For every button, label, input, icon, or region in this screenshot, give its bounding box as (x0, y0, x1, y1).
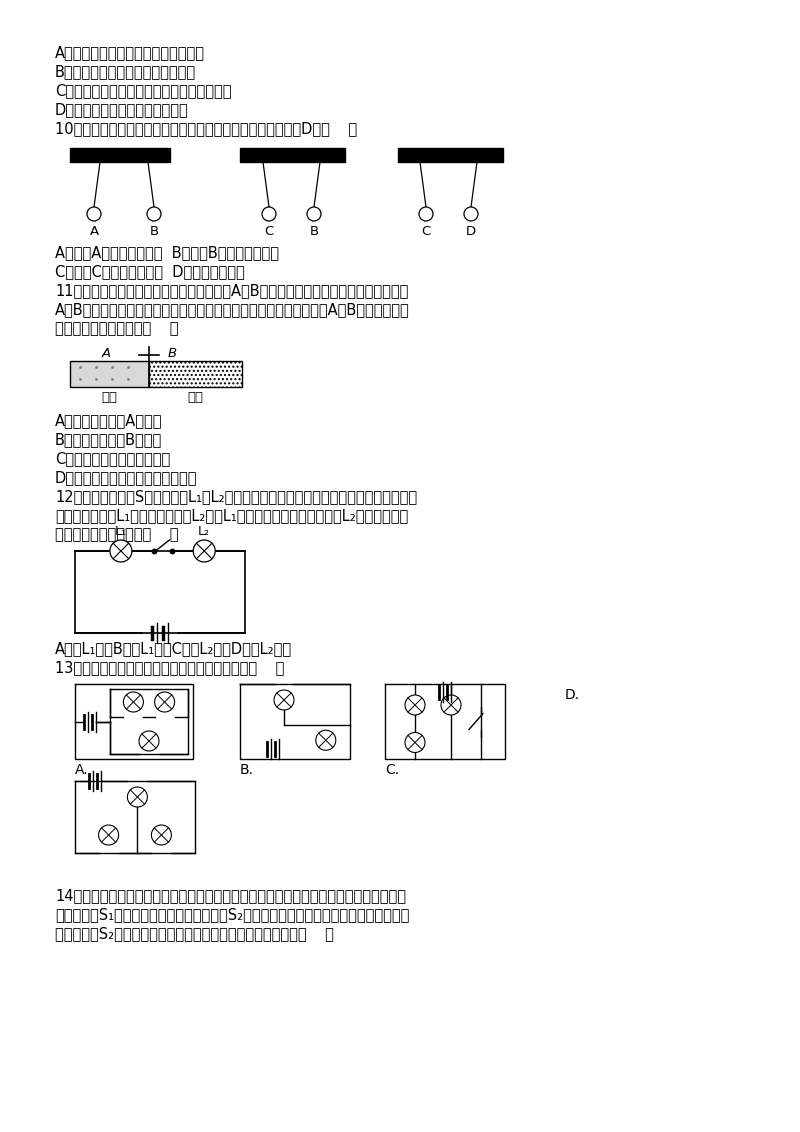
Bar (240, 148, 345, 162)
Bar (149, 361, 242, 387)
Text: 14．为保证司乘人员的安全，轿车上设有安全带未系提示系统．当乘客坐在座椅上时，座: 14．为保证司乘人员的安全，轿车上设有安全带未系提示系统．当乘客坐在座椅上时，座 (55, 887, 406, 903)
Text: B: B (310, 225, 318, 238)
Circle shape (110, 540, 132, 561)
Circle shape (194, 540, 215, 561)
Text: A．水的温度越高，水分子运动越剧烈: A．水的温度越高，水分子运动越剧烈 (55, 45, 205, 60)
Bar (70, 148, 170, 162)
Text: 热水: 热水 (187, 391, 203, 404)
Bar (70, 361, 149, 387)
Text: 12．如图，当开关S闭合时，灯L₁、L₂均不亮，某同学用一根导线去检查电路的故障；先: 12．如图，当开关S闭合时，灯L₁、L₂均不亮，某同学用一根导线去检查电路的故障… (55, 489, 417, 504)
Text: C．铝的比热容比水小，铝的吸热能力比水强: C．铝的比热容比水小，铝的吸热能力比水强 (55, 83, 231, 98)
Circle shape (441, 695, 461, 715)
Text: A.: A. (75, 763, 89, 777)
Text: 13．如图所示的四个电路中，属于并联电路的是（    ）: 13．如图所示的四个电路中，属于并联电路的是（ ） (55, 660, 284, 675)
Circle shape (154, 692, 174, 712)
Text: 11．某密闭隔热容器通过中间的阀门被分为A、B两个部分，现将该容器水平放置，并在: 11．某密闭隔热容器通过中间的阀门被分为A、B两个部分，现将该容器水平放置，并在 (55, 283, 408, 298)
Text: L₂: L₂ (198, 525, 210, 538)
Text: L₁: L₁ (115, 525, 127, 538)
Circle shape (98, 825, 118, 844)
Circle shape (123, 692, 143, 712)
Circle shape (139, 731, 159, 751)
Text: C．如图保持原有的水平状态: C．如图保持原有的水平状态 (55, 451, 170, 466)
Bar (398, 148, 503, 162)
Text: 冷水: 冷水 (102, 391, 118, 404)
Circle shape (147, 207, 161, 221)
Circle shape (262, 207, 276, 221)
Circle shape (274, 691, 294, 710)
Text: B．是通过做功的方式改变水的内能: B．是通过做功的方式改变水的内能 (55, 65, 196, 79)
Circle shape (151, 825, 171, 844)
Circle shape (419, 207, 433, 221)
Text: C: C (422, 225, 430, 238)
Circle shape (87, 207, 101, 221)
Text: A: A (102, 348, 111, 360)
Text: A．竖直放置，且A在上方: A．竖直放置，且A在上方 (55, 413, 162, 428)
Text: D.: D. (565, 688, 580, 702)
Text: B: B (168, 348, 177, 360)
Circle shape (127, 787, 147, 807)
Text: D．上述三种情况下，所需时间相同: D．上述三种情况下，所需时间相同 (55, 470, 198, 484)
Text: B.: B. (240, 763, 254, 777)
Text: A、B中分别装满冷水和热水，如图所示，当打开中间的阀门后，要使A、B两容器中的水: A、B中分别装满冷水和热水，如图所示，当打开中间的阀门后，要使A、B两容器中的水 (55, 302, 410, 317)
Text: 将导线并接在灯L₁的两端时发现灯L₂亮，L₁不亮；然后将导线并接在灯L₂的两端时发现: 将导线并接在灯L₁的两端时发现灯L₂亮，L₁不亮；然后将导线并接在灯L₂的两端时… (55, 508, 408, 523)
Text: C: C (264, 225, 274, 238)
Text: C．带与C球不同种的电荷  D．一定带正电荷: C．带与C球不同种的电荷 D．一定带正电荷 (55, 264, 245, 278)
Circle shape (405, 695, 425, 715)
Circle shape (316, 730, 336, 751)
Text: A．灯L₁短路B．灯L₁断路C．灯L₂短路D．灯L₂断路: A．灯L₁短路B．灯L₁断路C．灯L₂短路D．灯L₂断路 (55, 641, 292, 657)
Text: B: B (150, 225, 158, 238)
Text: 带，则开关S₂闭合，指示灯熄灭．下列设计最合理的电路图是（    ）: 带，则开关S₂闭合，指示灯熄灭．下列设计最合理的电路图是（ ） (55, 926, 334, 941)
Circle shape (307, 207, 321, 221)
Circle shape (464, 207, 478, 221)
Text: 椅下的开关S₁闭合，若未系安全带，则开关S₂断开，仪表盘上的指示灯亮起；若系上安全: 椅下的开关S₁闭合，若未系安全带，则开关S₂断开，仪表盘上的指示灯亮起；若系上安… (55, 907, 410, 921)
Text: C.: C. (385, 763, 399, 777)
Text: D: D (466, 225, 476, 238)
Text: 10．四个悬挂着的带电通草球，相互作用情况如图所示，那么D球（    ）: 10．四个悬挂着的带电通草球，相互作用情况如图所示，那么D球（ ） (55, 121, 357, 136)
Text: A．带与A球不同种的电荷  B．带与B球不同种的电荷: A．带与A球不同种的电荷 B．带与B球不同种的电荷 (55, 245, 279, 260)
Circle shape (405, 732, 425, 753)
Text: 温相等，最快的办法是（    ）: 温相等，最快的办法是（ ） (55, 321, 178, 336)
Text: D．天然气燃烧越充分，热值越大: D．天然气燃烧越充分，热值越大 (55, 102, 189, 117)
Text: B．竖直放置，且B在上方: B．竖直放置，且B在上方 (55, 432, 162, 447)
Text: A: A (90, 225, 98, 238)
Text: 两灯均不亮，由此可见（    ）: 两灯均不亮，由此可见（ ） (55, 528, 178, 542)
